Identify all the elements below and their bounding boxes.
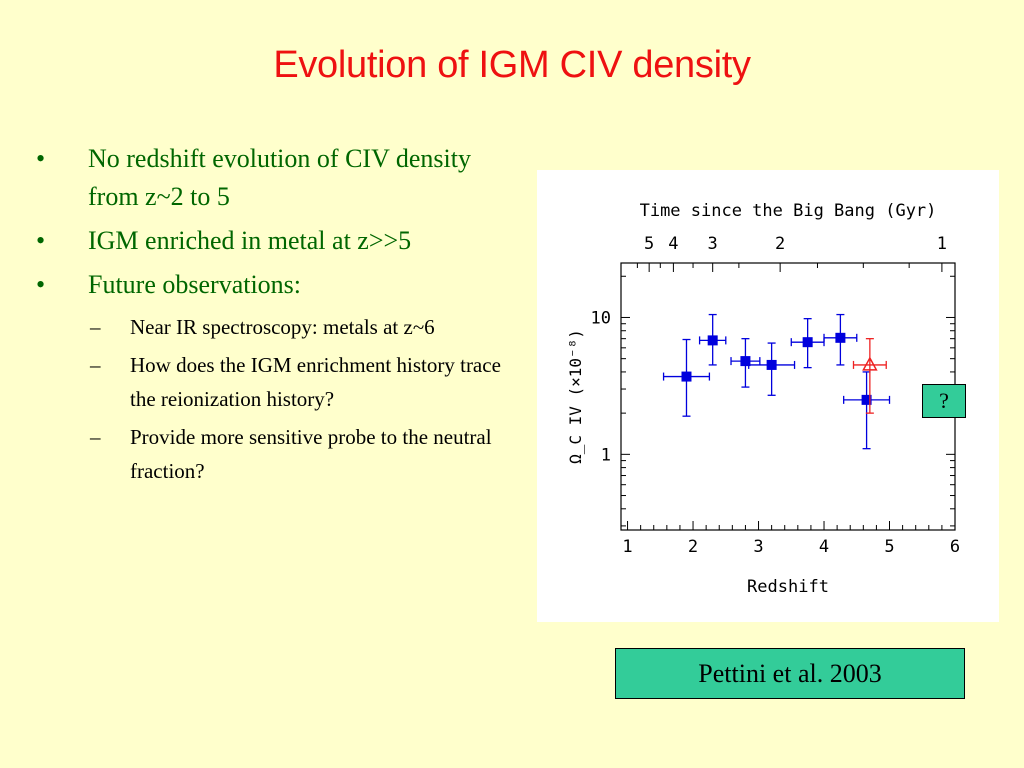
- bullet-mark: •: [36, 144, 46, 173]
- bullet-text: Future observations:: [88, 270, 302, 299]
- data-point-square: [861, 394, 872, 405]
- sub-bullet-mark: –: [90, 315, 101, 339]
- bullet-text: IGM enriched in metal at z>>5: [88, 226, 412, 255]
- question-box: ?: [922, 384, 966, 418]
- data-point-square: [835, 332, 846, 343]
- citation-box: Pettini et al. 2003: [615, 648, 965, 699]
- x-tick-label: 3: [753, 537, 763, 557]
- sub-bullet-text: Provide more sensitive probe to the neut…: [130, 425, 492, 483]
- bullet-text: No redshift evolution of CIV density fro…: [88, 144, 471, 211]
- bullet-mark: •: [36, 270, 46, 299]
- sub-bullet-text: How does the IGM enrichment history trac…: [130, 353, 501, 411]
- top-tick-label: 4: [668, 234, 678, 254]
- top-tick-label: 5: [644, 234, 654, 254]
- top-axis-label: Time since the Big Bang (Gyr): [640, 201, 937, 221]
- bullet-item: • No redshift evolution of CIV density f…: [32, 140, 522, 216]
- bullet-mark: •: [36, 226, 46, 255]
- data-point-triangle: [862, 356, 878, 371]
- x-tick-label: 5: [884, 537, 894, 557]
- y-axis-label: Ω_C IV (×10⁻⁸): [566, 329, 585, 464]
- sub-bullet-item: – How does the IGM enrichment history tr…: [32, 348, 522, 416]
- data-point-square: [681, 371, 692, 382]
- top-tick-label: 1: [937, 234, 947, 254]
- sub-bullet-mark: –: [90, 353, 101, 377]
- y-tick-label: 10: [591, 308, 611, 328]
- data-point-square: [707, 335, 718, 346]
- plot-frame: [620, 262, 956, 531]
- bullet-list: • No redshift evolution of CIV density f…: [32, 140, 522, 492]
- x-tick-label: 4: [819, 537, 829, 557]
- x-tick-label: 2: [688, 537, 698, 557]
- data-point-square: [766, 359, 777, 370]
- x-axis-label: Redshift: [747, 577, 829, 597]
- x-tick-label: 1: [622, 537, 632, 557]
- data-point-square: [802, 337, 813, 348]
- bullet-item: • Future observations:: [32, 266, 522, 304]
- top-tick-label: 2: [775, 234, 785, 254]
- sub-bullet-item: – Near IR spectroscopy: metals at z~6: [32, 310, 522, 344]
- sub-bullet-text: Near IR spectroscopy: metals at z~6: [130, 315, 435, 339]
- sub-bullet-mark: –: [90, 425, 101, 449]
- top-tick-label: 3: [708, 234, 718, 254]
- y-tick-label: 1: [601, 445, 611, 465]
- bullet-item: • IGM enriched in metal at z>>5: [32, 222, 522, 260]
- slide-title: Evolution of IGM CIV density: [273, 44, 751, 86]
- data-point-square: [740, 356, 751, 367]
- sub-bullet-item: – Provide more sensitive probe to the ne…: [32, 420, 522, 488]
- x-tick-label: 6: [950, 537, 960, 557]
